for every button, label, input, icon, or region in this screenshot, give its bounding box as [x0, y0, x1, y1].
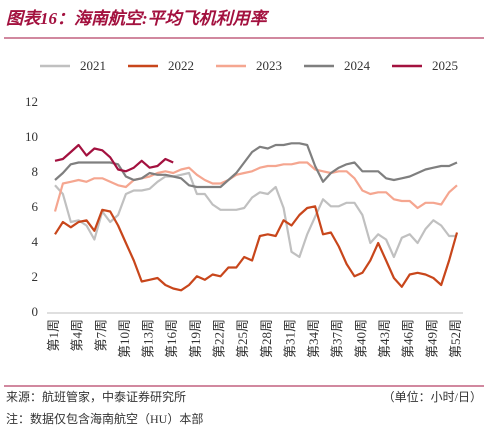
series-line: [54, 205, 459, 292]
x-tick-label: 第19周: [188, 319, 203, 358]
x-tick-label: 第46周: [401, 319, 416, 358]
x-tick-label: 第43周: [377, 319, 392, 358]
x-tick-label: 第4周: [70, 319, 85, 352]
x-tick-label: 第25周: [235, 319, 250, 358]
y-tick-label: 12: [25, 94, 38, 109]
legend-label: 2023: [256, 58, 282, 73]
y-tick-label: 0: [32, 304, 39, 319]
y-tick-label: 10: [25, 129, 38, 144]
series-line: [53, 161, 458, 212]
note: 注：数据仅包含海南航空（HU）本部: [6, 411, 203, 426]
x-tick-label: 第28周: [259, 319, 274, 358]
series-line: [54, 143, 174, 173]
series-line: [54, 171, 457, 259]
x-tick-label: 第49周: [424, 319, 439, 358]
x-tick-label: 第10周: [117, 319, 132, 358]
x-tick-label: 第16周: [164, 319, 179, 358]
source: 来源：航班管家，中泰证券研究所: [6, 389, 186, 404]
x-tick-label: 第34周: [306, 319, 321, 358]
legend-label: 2021: [80, 58, 106, 73]
x-tick-label: 第37周: [330, 319, 345, 358]
y-tick-label: 4: [32, 234, 39, 249]
legend-label: 2024: [344, 58, 371, 73]
x-tick-label: 第1周: [46, 319, 61, 352]
x-tick-label: 第52周: [448, 319, 463, 358]
x-tick-label: 第13周: [141, 319, 156, 358]
x-tick-label: 第31周: [282, 319, 297, 358]
x-tick-label: 第7周: [93, 319, 108, 352]
chart-title: 图表16：海南航空:平均飞机利用率: [6, 9, 270, 28]
y-tick-label: 8: [32, 164, 39, 179]
y-tick-label: 2: [32, 269, 39, 284]
x-tick-label: 第22周: [212, 319, 227, 358]
unit: （单位：小时/日）: [383, 389, 482, 404]
legend-label: 2022: [168, 58, 194, 73]
y-tick-label: 6: [32, 199, 39, 214]
legend-label: 2025: [432, 58, 458, 73]
x-tick-label: 第40周: [353, 319, 368, 358]
